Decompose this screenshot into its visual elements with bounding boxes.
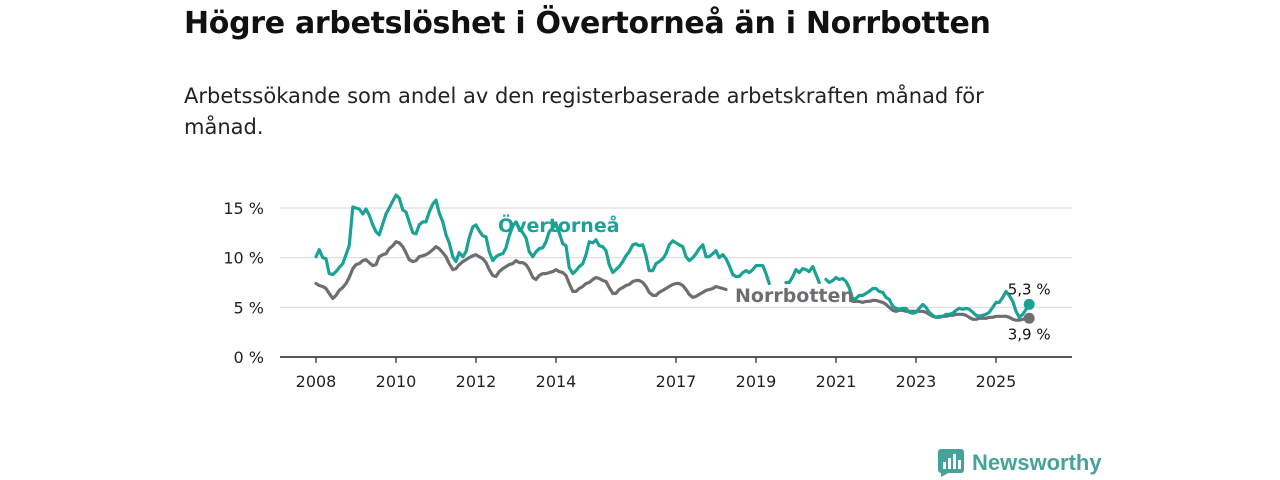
y-tick-label: 15 %	[223, 199, 264, 218]
x-tick-label: 2008	[296, 372, 337, 391]
series-line	[314, 240, 728, 300]
end-value-label: 5,3 %	[1008, 280, 1051, 298]
series-label: Norrbotten	[735, 285, 854, 307]
series-label: Övertorneå	[498, 213, 620, 237]
end-value-label: 3,9 %	[1008, 325, 1051, 343]
y-tick-label: 5 %	[234, 298, 264, 317]
y-tick-label: 10 %	[223, 249, 264, 268]
x-tick-label: 2019	[736, 372, 777, 391]
series-end-point	[1023, 312, 1035, 324]
x-tick-label: 2012	[456, 372, 497, 391]
x-tick-label: 2023	[896, 372, 937, 391]
brand-name: Newsworthy	[972, 450, 1102, 475]
y-tick-label: 0 %	[234, 348, 264, 367]
x-tick-label: 2021	[816, 372, 857, 391]
series-end-point	[1023, 298, 1035, 310]
series-lines	[314, 193, 1035, 324]
grid-lines	[280, 207, 1072, 308]
x-tick-label: 2010	[376, 372, 417, 391]
chart-title: Högre arbetslöshet i Övertorneå än i Nor…	[184, 6, 991, 41]
brand: Newsworthy	[938, 448, 1102, 478]
series-labels: 5,3 % 3,9 % Övertorneå Norrbotten	[498, 213, 1051, 343]
x-tick-label: 2017	[656, 372, 697, 391]
chart-subtitle: Arbetssökande som andel av den registerb…	[184, 84, 984, 139]
x-tick-label: 2014	[536, 372, 577, 391]
newsworthy-logo-icon	[938, 449, 964, 477]
x-tick-label: 2025	[976, 372, 1017, 391]
series-line	[314, 193, 1031, 319]
axes: 0 % 5 % 10 % 15 % 2008 2010 2012 2014 2017 2019 20…	[223, 199, 1072, 391]
